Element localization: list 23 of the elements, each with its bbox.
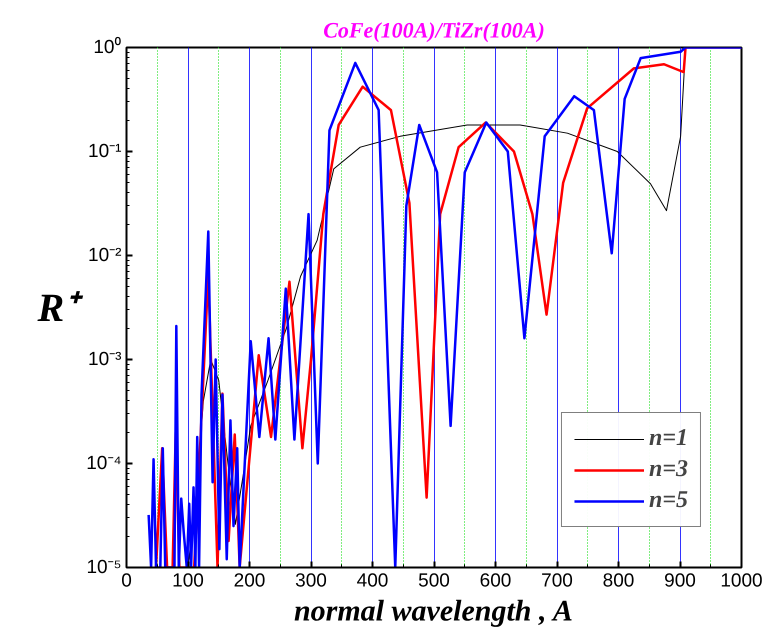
y-tick-label: 10⁻²	[88, 245, 122, 266]
x-tick-label: 300	[295, 570, 327, 592]
legend-label: n=3	[648, 456, 688, 483]
x-axis-title: normal wavelength , A	[294, 594, 573, 628]
legend-label: n=5	[648, 487, 688, 514]
y-tick-label: 10⁻¹	[88, 141, 122, 162]
x-tick-label: 400	[356, 570, 388, 592]
x-tick-label: 1000	[720, 570, 763, 592]
x-tick-label: 0	[121, 570, 132, 592]
y-tick-label: 10⁻⁵	[86, 557, 122, 578]
x-tick-label: 700	[541, 570, 573, 592]
y-tick-label: 10⁰	[93, 36, 122, 58]
x-tick-label: 200	[234, 570, 266, 592]
x-tick-label: 100	[172, 570, 204, 592]
y-axis-title: R⁺	[36, 285, 84, 330]
y-tick-label: 10⁻⁴	[86, 453, 122, 474]
x-tick-label: 900	[664, 570, 696, 592]
chart-title: CoFe(100A)/TiZr(100A)	[323, 18, 545, 42]
legend-label: n=1	[648, 425, 688, 452]
x-tick-label: 500	[418, 570, 450, 592]
y-tick-label: 10⁻³	[88, 349, 122, 370]
x-tick-label: 600	[480, 570, 512, 592]
x-tick-label: 800	[602, 570, 634, 592]
